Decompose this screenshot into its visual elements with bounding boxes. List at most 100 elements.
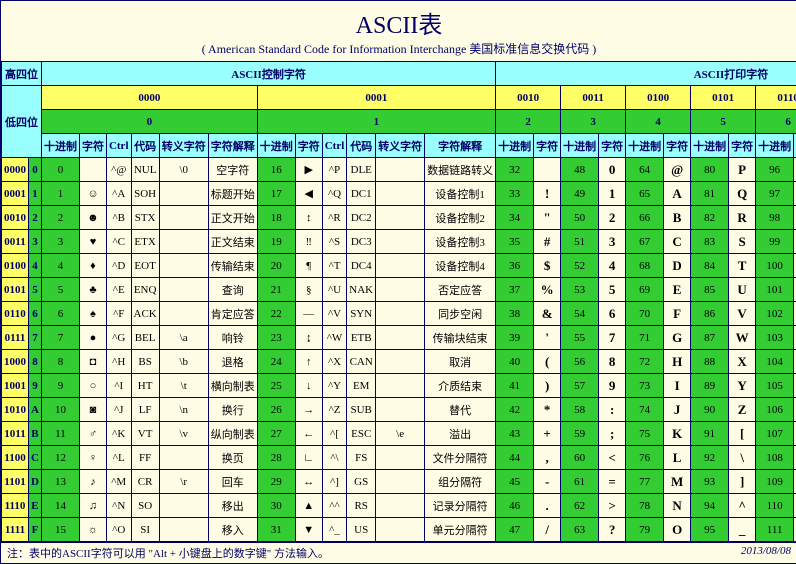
c4-chr: K (664, 422, 691, 446)
c3-dec: 57 (561, 374, 599, 398)
c0-esc (159, 446, 208, 470)
c5-chr: Q (729, 182, 756, 206)
c6-dec: 109 (756, 470, 794, 494)
c1-esc (376, 230, 425, 254)
c0-code: LF (131, 398, 159, 422)
c0-code: SO (131, 494, 159, 518)
c1-glyph: ‼ (295, 230, 322, 254)
lo-hex: B (29, 422, 42, 446)
c1-ctrl: ^U (322, 278, 347, 302)
c1-ctrl: ^X (322, 350, 347, 374)
c6-dec: 108 (756, 446, 794, 470)
c1-dec: 27 (257, 422, 295, 446)
c0-meaning: 响铃 (208, 326, 257, 350)
c2-chr: $ (534, 254, 561, 278)
c1-glyph: ↑ (295, 350, 322, 374)
c4-chr: G (664, 326, 691, 350)
c6-dec: 104 (756, 350, 794, 374)
c1-code: DC4 (347, 254, 376, 278)
c2-dec: 42 (496, 398, 534, 422)
c1-esc (376, 182, 425, 206)
c4-chr: B (664, 206, 691, 230)
c0-ctrl: ^L (106, 446, 131, 470)
c1-meaning: 取消 (425, 350, 496, 374)
c2-dec: 32 (496, 158, 534, 182)
lo-bits: 1001 (2, 374, 29, 398)
c1-glyph: ▶ (295, 158, 322, 182)
c1-glyph: ¶ (295, 254, 322, 278)
h-dec-2: 十进制 (496, 134, 534, 158)
c0-code: NUL (131, 158, 159, 182)
c1-ctrl: ^S (322, 230, 347, 254)
c0-ctrl: ^E (106, 278, 131, 302)
c1-meaning: 否定应答 (425, 278, 496, 302)
c6-dec: 102 (756, 302, 794, 326)
c0-glyph: ♀ (79, 446, 106, 470)
c0-meaning: 查询 (208, 278, 257, 302)
c5-dec: 80 (691, 158, 729, 182)
c1-dec: 18 (257, 206, 295, 230)
c0-code: FF (131, 446, 159, 470)
lo-bits: 0110 (2, 302, 29, 326)
c3-dec: 56 (561, 350, 599, 374)
c0-esc (159, 254, 208, 278)
c0-glyph: ☺ (79, 182, 106, 206)
c1-code: FS (347, 446, 376, 470)
c1-esc (376, 206, 425, 230)
lo-bits: 0010 (2, 206, 29, 230)
c6-dec: 103 (756, 326, 794, 350)
c2-dec: 40 (496, 350, 534, 374)
c6-dec: 110 (756, 494, 794, 518)
c0-code: HT (131, 374, 159, 398)
c5-chr: T (729, 254, 756, 278)
hi-0101: 0101 (691, 86, 756, 110)
c1-dec: 30 (257, 494, 295, 518)
footnote: 注：表中的ASCII字符可以用 "Alt + 小键盘上的数字键" 方法输入。 (7, 548, 329, 560)
c3-dec: 50 (561, 206, 599, 230)
c1-esc (376, 518, 425, 542)
c0-meaning: 空字符 (208, 158, 257, 182)
c5-chr: S (729, 230, 756, 254)
c0-meaning: 换页 (208, 446, 257, 470)
hi-0011: 0011 (561, 86, 626, 110)
c0-meaning: 正文结束 (208, 230, 257, 254)
c0-esc: \v (159, 422, 208, 446)
c0-glyph: ☻ (79, 206, 106, 230)
c5-chr: W (729, 326, 756, 350)
c1-meaning: 设备控制2 (425, 206, 496, 230)
c0-ctrl: ^O (106, 518, 131, 542)
c0-code: ETX (131, 230, 159, 254)
c0-code: STX (131, 206, 159, 230)
c5-dec: 95 (691, 518, 729, 542)
lo-hex: 1 (29, 182, 42, 206)
c1-code: DC3 (347, 230, 376, 254)
c4-chr: H (664, 350, 691, 374)
c1-ctrl: ^P (322, 158, 347, 182)
c3-dec: 59 (561, 422, 599, 446)
c4-dec: 64 (626, 158, 664, 182)
h-dec-0: 十进制 (41, 134, 79, 158)
c4-dec: 68 (626, 254, 664, 278)
c4-dec: 65 (626, 182, 664, 206)
c4-dec: 77 (626, 470, 664, 494)
c0-meaning: 肯定应答 (208, 302, 257, 326)
c0-glyph: ♠ (79, 302, 106, 326)
c2-chr: ) (534, 374, 561, 398)
c0-glyph: ● (79, 326, 106, 350)
c4-chr: @ (664, 158, 691, 182)
c1-code: DC2 (347, 206, 376, 230)
c0-code: VT (131, 422, 159, 446)
c5-chr: R (729, 206, 756, 230)
lo-bits: 1010 (2, 398, 29, 422)
c1-esc (376, 278, 425, 302)
c0-esc (159, 206, 208, 230)
c6-dec: 96 (756, 158, 794, 182)
c1-esc (376, 494, 425, 518)
c6-dec: 106 (756, 398, 794, 422)
c0-glyph: ♫ (79, 494, 106, 518)
c3-chr: ? (599, 518, 626, 542)
c0-meaning: 移出 (208, 494, 257, 518)
c0-dec: 1 (41, 182, 79, 206)
h-chr-2: 字符 (534, 134, 561, 158)
h-chr-1: 字符 (295, 134, 322, 158)
